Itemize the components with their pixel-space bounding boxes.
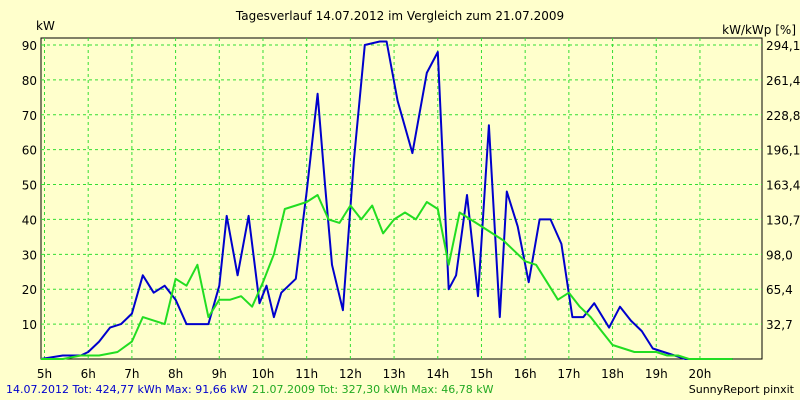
- y2-tick-label: 261,4: [766, 74, 800, 88]
- x-tick-label: 10h: [252, 367, 275, 381]
- y2-tick-label: 32,7: [766, 318, 793, 332]
- chart-title: Tagesverlauf 14.07.2012 im Vergleich zum…: [235, 9, 564, 23]
- y2-tick-label: 65,4: [766, 283, 793, 297]
- x-tick-label: 9h: [212, 367, 227, 381]
- x-tick-label: 16h: [514, 367, 537, 381]
- x-tick-label: 14h: [426, 367, 449, 381]
- x-tick-label: 11h: [295, 367, 318, 381]
- footer-credit: SunnyReport pinxit: [689, 383, 795, 396]
- y-tick-label: 60: [22, 144, 37, 158]
- x-tick-label: 5h: [37, 367, 52, 381]
- x-tick-label: 12h: [339, 367, 362, 381]
- y-tick-label: 80: [22, 74, 37, 88]
- x-tick-label: 15h: [470, 367, 493, 381]
- y-axis-label-right: kW/kWp [%]: [722, 23, 796, 37]
- y2-tick-label: 130,7: [766, 213, 800, 227]
- series-line-2: [41, 194, 733, 360]
- y2-tick-label: 294,1: [766, 39, 800, 53]
- x-tick-label: 17h: [557, 367, 580, 381]
- y2-tick-label: 196,1: [766, 144, 800, 158]
- y-tick-label: 90: [22, 39, 37, 53]
- x-tick-label: 18h: [601, 367, 624, 381]
- footer-series2-summary: 21.07.2009 Tot: 327,30 kWh Max: 46,78 kW: [252, 383, 494, 396]
- x-tick-label: 13h: [383, 367, 406, 381]
- grid: [41, 38, 762, 359]
- plot-area: [40, 37, 763, 360]
- y-tick-label: 40: [22, 213, 37, 227]
- y-tick-label: 50: [22, 179, 37, 193]
- y-tick-label: 10: [22, 318, 37, 332]
- axis-ticks: 10 20 30 40 50 60 70 80 90 32,7 65,4 98,0 130,7 163,4…: [22, 39, 800, 381]
- footer-series1-summary: 14.07.2012 Tot: 424,77 kWh Max: 91,66 kW: [6, 383, 248, 396]
- x-tick-label: 19h: [645, 367, 668, 381]
- x-tick-label: 7h: [124, 367, 139, 381]
- y-tick-label: 30: [22, 248, 37, 262]
- series-layer: [40, 40, 733, 360]
- y-tick-label: 20: [22, 283, 37, 297]
- y2-tick-label: 98,0: [766, 248, 793, 262]
- y-tick-label: 70: [22, 109, 37, 123]
- series-line-1: [40, 40, 733, 360]
- y2-tick-label: 228,8: [766, 109, 800, 123]
- x-tick-label: 6h: [81, 367, 96, 381]
- y-axis-label-left: kW: [36, 19, 55, 33]
- y2-tick-label: 163,4: [766, 179, 800, 193]
- x-tick-label: 20h: [689, 367, 712, 381]
- x-tick-label: 8h: [168, 367, 183, 381]
